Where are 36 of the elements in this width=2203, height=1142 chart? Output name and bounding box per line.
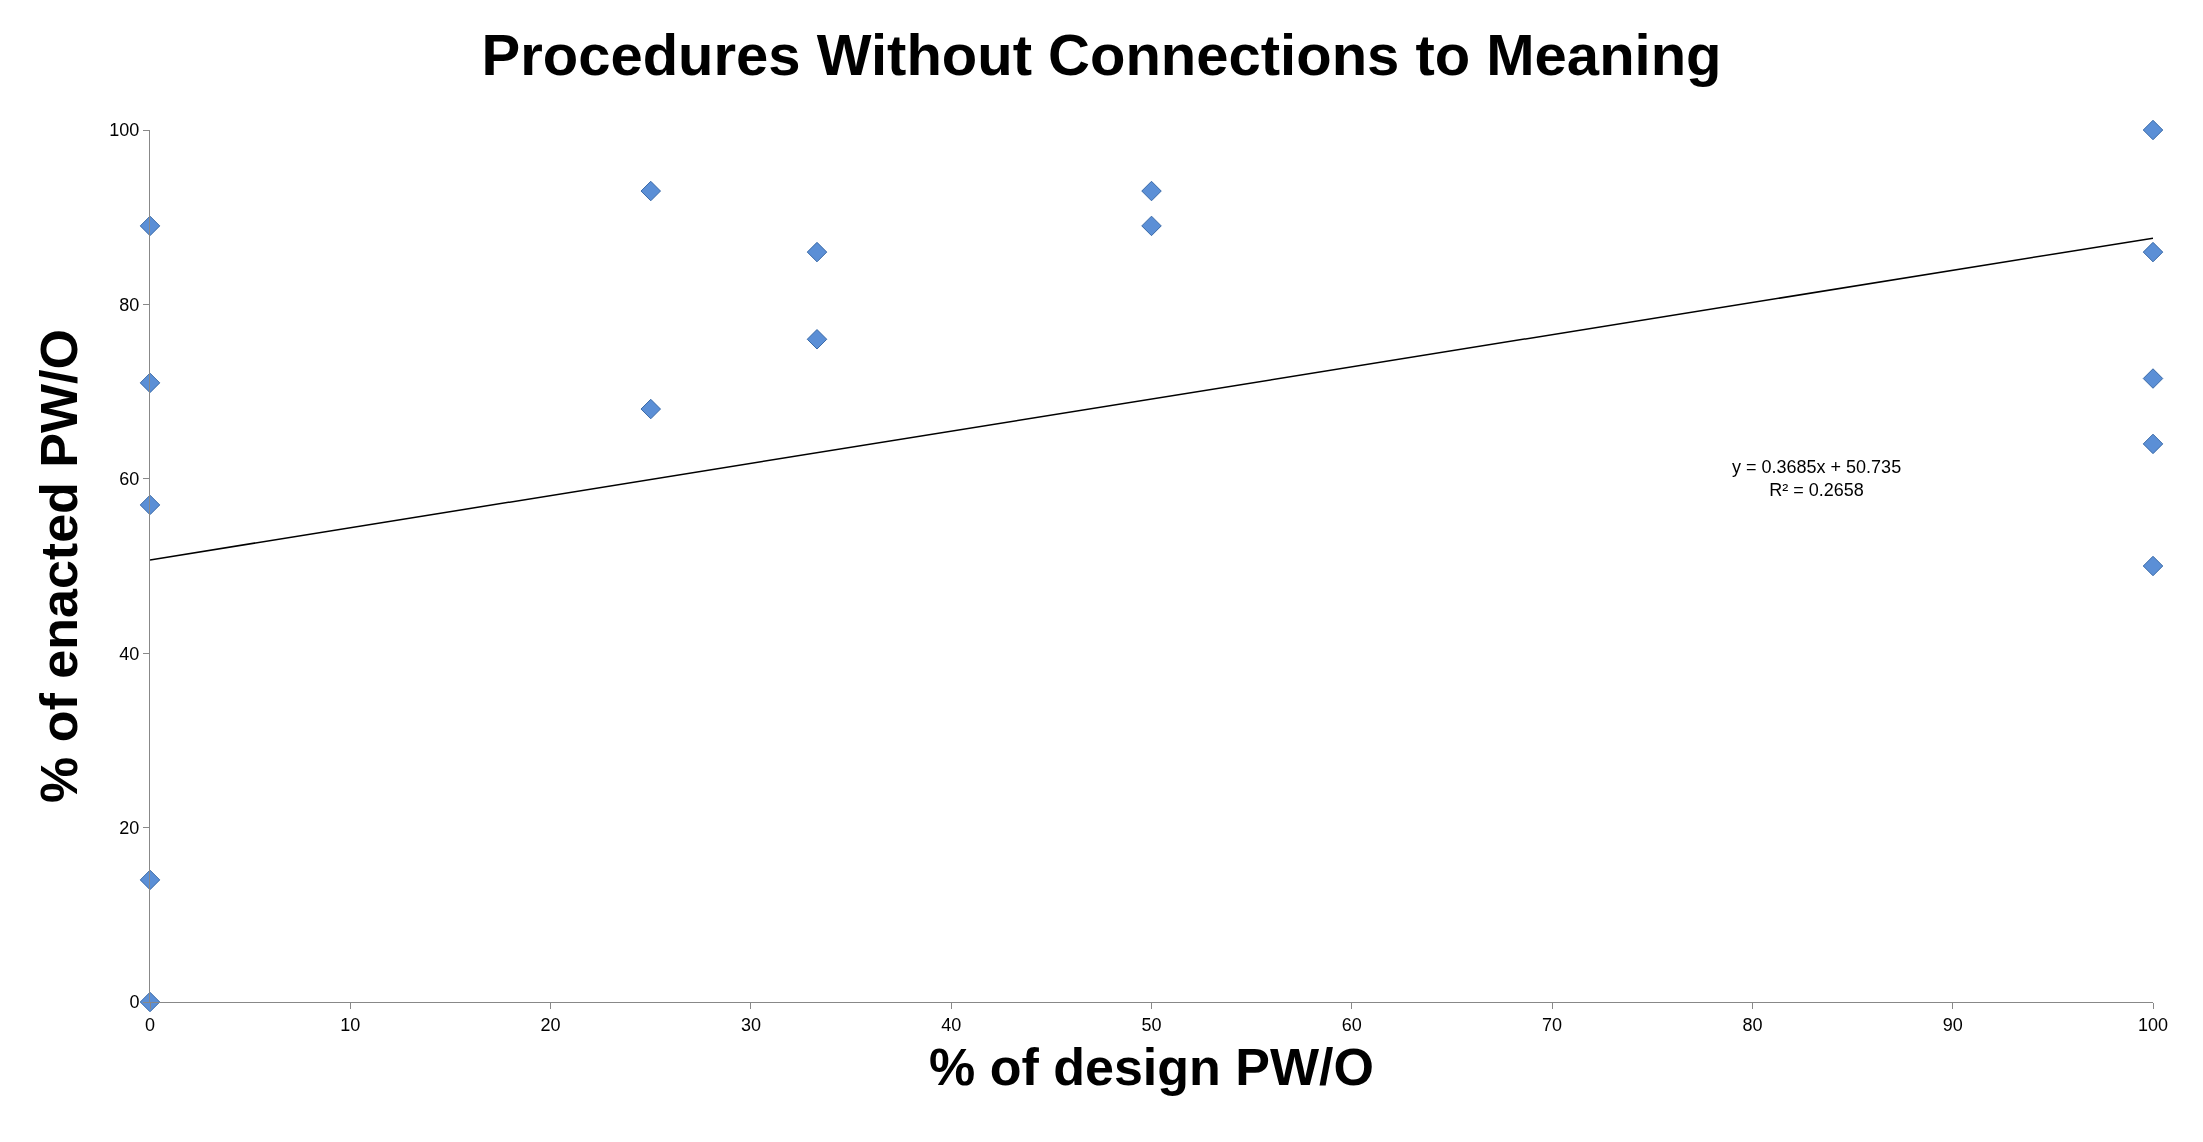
x-tick-label: 60	[1341, 1014, 1362, 1035]
x-tick-label: 30	[740, 1014, 761, 1035]
point	[139, 494, 161, 516]
point	[139, 215, 161, 237]
point	[806, 329, 828, 350]
point	[806, 241, 828, 263]
annotation: y = 0.3685x + 50.735 R² = 0.2658	[1732, 457, 1902, 501]
point	[1141, 215, 1162, 237]
y-axis-title: % of enacted PW/O	[29, 329, 88, 803]
x-tick-label: 70	[1542, 1014, 1563, 1035]
x-tick-label: 80	[1742, 1014, 1763, 1035]
x-tick-label: 20	[540, 1014, 561, 1035]
y-tick-label: 0	[129, 992, 140, 1013]
y-tick-label: 80	[119, 294, 140, 315]
y-tick-label: 60	[119, 469, 140, 490]
point	[2142, 119, 2164, 141]
y-tick-label: 20	[119, 817, 140, 838]
point	[1141, 180, 1162, 202]
chart-title: Procedures Without Connections to Meaning	[481, 21, 1722, 87]
x-tick-label: 50	[1141, 1014, 1162, 1035]
x-tick-label: 10	[340, 1014, 361, 1035]
y-tick-label: 40	[119, 643, 140, 664]
point	[139, 372, 161, 394]
point	[2142, 555, 2164, 577]
point	[640, 398, 661, 420]
x-tick-label: 0	[144, 1014, 156, 1035]
point	[2142, 368, 2164, 389]
x-tick-label: 90	[1942, 1014, 1963, 1035]
point	[2142, 241, 2164, 263]
x-axis-title: % of design PW/O	[929, 1038, 1374, 1097]
point	[139, 869, 161, 891]
x-tick-label: 40	[941, 1014, 962, 1035]
y-tick-label: 100	[109, 120, 140, 141]
point	[2142, 433, 2164, 455]
point	[640, 180, 661, 202]
x-tick-label: 100	[2137, 1014, 2169, 1035]
